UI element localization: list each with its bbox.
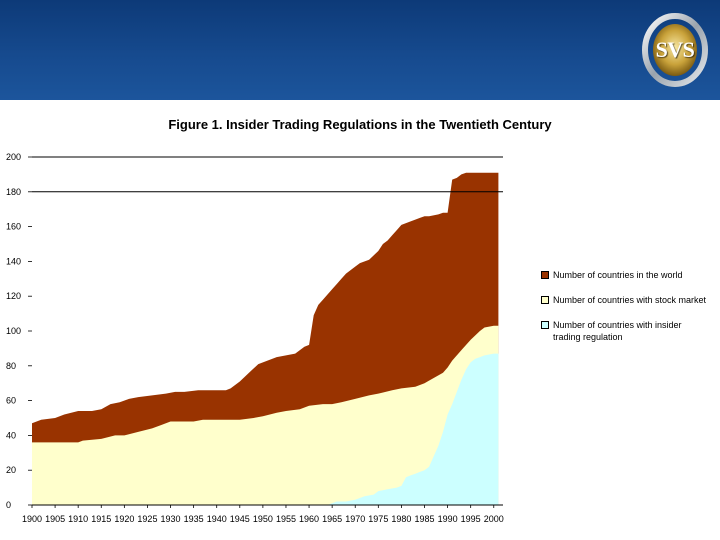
x-tick-label-2000: 2000	[484, 514, 504, 524]
y-tick-label-200: 200	[6, 152, 21, 162]
legend-item-stock-market: Number of countries with stock market	[541, 294, 711, 306]
x-tick-label-1945: 1945	[230, 514, 250, 524]
y-tick-label-40: 40	[6, 430, 16, 440]
x-tick-label-1925: 1925	[137, 514, 157, 524]
y-tick-label-180: 180	[6, 187, 21, 197]
x-tick-label-1955: 1955	[276, 514, 296, 524]
chart-legend: Number of countries in the world Number …	[541, 269, 711, 356]
legend-label-insider-regulation: Number of countries with insider trading…	[553, 320, 682, 342]
x-tick-label-1930: 1930	[161, 514, 181, 524]
area-series-2	[32, 353, 499, 505]
x-tick-label-1940: 1940	[207, 514, 227, 524]
legend-swatch-insider-regulation	[541, 321, 549, 329]
x-tick-label-1950: 1950	[253, 514, 273, 524]
legend-swatch-stock-market	[541, 296, 549, 304]
x-tick-label-1980: 1980	[391, 514, 411, 524]
legend-label-stock-market: Number of countries with stock market	[553, 295, 707, 305]
x-tick-label-1920: 1920	[114, 514, 134, 524]
header-band	[0, 0, 720, 100]
x-tick-label-1910: 1910	[68, 514, 88, 524]
x-tick-label-1990: 1990	[438, 514, 458, 524]
logo-text: SVS	[655, 37, 695, 62]
x-tick-label-1995: 1995	[461, 514, 481, 524]
y-tick-label-60: 60	[6, 396, 16, 406]
y-tick-label-20: 20	[6, 465, 16, 475]
logo-ring-icon	[642, 13, 708, 87]
y-tick-label-100: 100	[6, 326, 21, 336]
x-tick-label-1900: 1900	[22, 514, 42, 524]
x-tick-label-1985: 1985	[414, 514, 434, 524]
svs-logo: SVS	[640, 12, 710, 88]
x-tick-label-1970: 1970	[345, 514, 365, 524]
legend-swatch-world	[541, 271, 549, 279]
legend-item-insider-regulation: Number of countries with insider trading…	[541, 319, 711, 343]
x-tick-label-1935: 1935	[184, 514, 204, 524]
y-tick-label-160: 160	[6, 222, 21, 232]
x-tick-label-1960: 1960	[299, 514, 319, 524]
area-series-1	[32, 325, 499, 505]
y-tick-label-120: 120	[6, 291, 21, 301]
y-tick-label-140: 140	[6, 256, 21, 266]
legend-item-world: Number of countries in the world	[541, 269, 711, 281]
legend-label-world: Number of countries in the world	[553, 270, 683, 280]
x-tick-label-1915: 1915	[91, 514, 111, 524]
y-tick-label-80: 80	[6, 361, 16, 371]
x-tick-label-1975: 1975	[368, 514, 388, 524]
y-tick-label-0: 0	[6, 500, 11, 510]
chart-title: Figure 1. Insider Trading Regulations in…	[168, 117, 552, 132]
x-tick-label-1965: 1965	[322, 514, 342, 524]
x-tick-label-1905: 1905	[45, 514, 65, 524]
